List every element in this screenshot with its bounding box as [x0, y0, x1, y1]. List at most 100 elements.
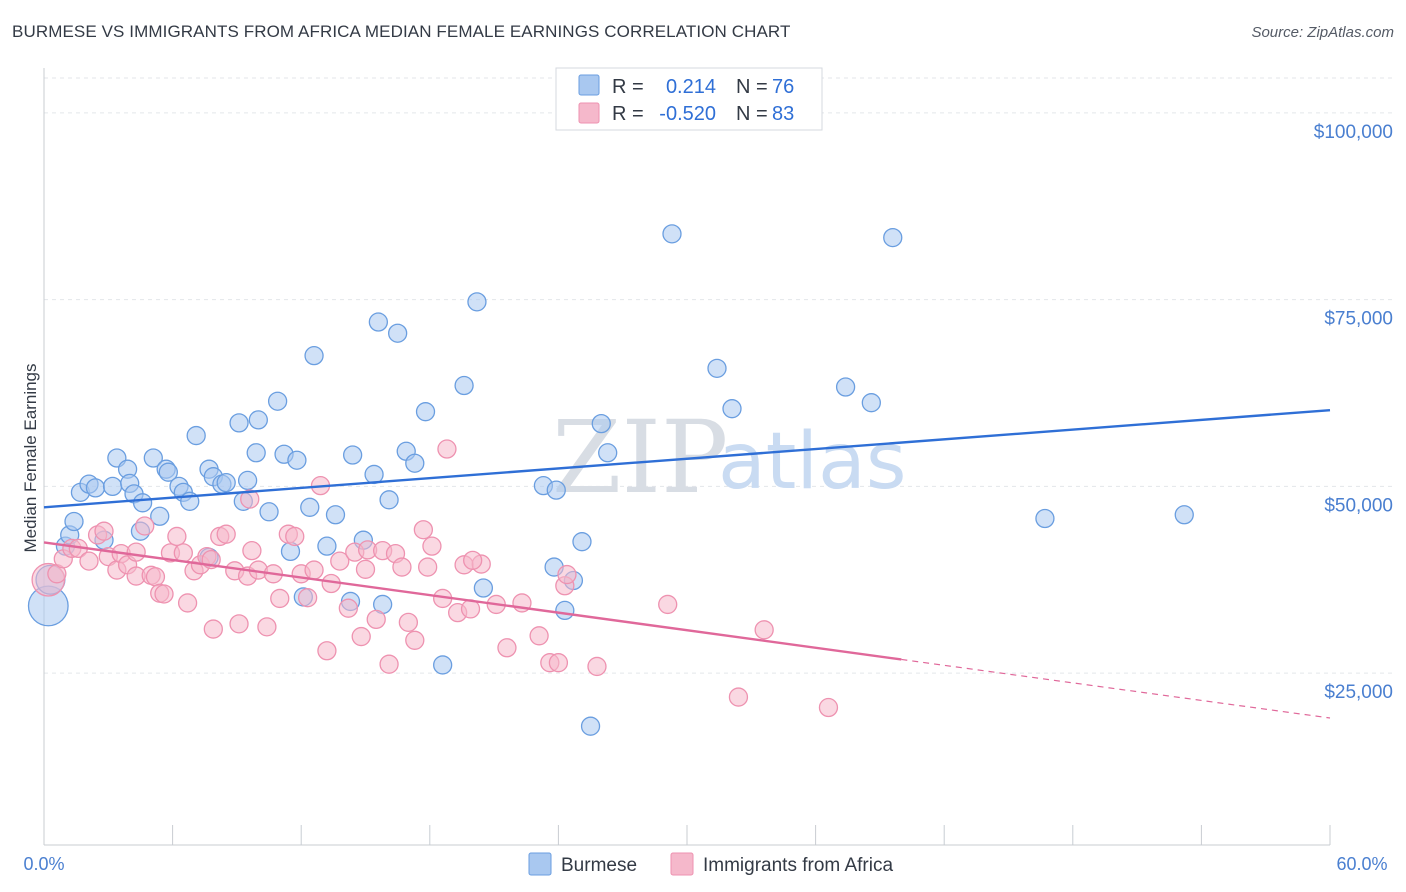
x-tick-label-min: 0.0%: [23, 854, 64, 874]
y-tick-label: $50,000: [1324, 495, 1393, 516]
point-burmese: [473, 578, 494, 598]
point-immigrants-from-africa: [418, 557, 438, 577]
point-immigrants-from-africa: [463, 550, 483, 570]
trend-line-immigrants-from-africa: [43, 541, 1331, 719]
point-immigrants-from-africa: [366, 609, 386, 630]
legend-label-burmese: Burmese: [561, 855, 637, 876]
chart-title: BURMESE VS IMMIGRANTS FROM AFRICA MEDIAN…: [12, 22, 791, 41]
point-burmese: [883, 227, 903, 248]
point-burmese: [342, 445, 363, 465]
legend-n-label: N =: [736, 76, 768, 98]
point-burmese: [368, 312, 389, 332]
point-immigrants-from-africa: [355, 559, 376, 579]
point-burmese: [467, 292, 487, 312]
point-immigrants-from-africa: [270, 588, 290, 609]
legend-n-value: 83: [772, 103, 794, 125]
trend-line-solid: [43, 541, 902, 661]
point-burmese: [287, 450, 307, 470]
point-burmese: [304, 345, 324, 366]
y-tick-label: $75,000: [1324, 309, 1393, 330]
point-immigrants-from-africa: [242, 540, 262, 561]
point-burmese: [158, 462, 178, 482]
point-burmese: [415, 402, 436, 422]
point-burmese: [405, 453, 425, 473]
point-burmese: [132, 493, 153, 513]
point-burmese: [580, 716, 601, 736]
point-immigrants-from-africa: [392, 557, 412, 577]
point-immigrants-from-africa: [338, 598, 359, 618]
point-burmese: [555, 600, 575, 621]
point-burmese: [325, 505, 346, 525]
point-burmese: [433, 655, 453, 675]
point-immigrants-from-africa: [548, 653, 569, 673]
point-burmese: [1174, 505, 1194, 525]
point-burmese: [722, 399, 742, 419]
point-burmese: [707, 358, 727, 378]
point-burmese: [248, 410, 268, 430]
trend-line-solid: [43, 408, 1331, 509]
point-immigrants-from-africa: [216, 524, 236, 544]
y-tick-label: $25,000: [1324, 682, 1393, 703]
point-immigrants-from-africa: [240, 489, 260, 509]
point-burmese: [267, 391, 288, 411]
point-burmese: [572, 532, 592, 552]
point-immigrants-from-africa: [728, 687, 749, 707]
legend-r-value: 0.214: [666, 76, 716, 98]
point-immigrants-from-africa: [126, 542, 146, 562]
point-burmese: [64, 511, 84, 532]
point-immigrants-from-africa: [754, 620, 774, 640]
point-immigrants-from-africa: [437, 439, 457, 459]
point-immigrants-from-africa: [154, 584, 174, 604]
correlation-legend: R = 0.214 N = 76 R = -0.520 N = 83: [555, 67, 823, 131]
point-immigrants-from-africa: [398, 612, 419, 633]
point-immigrants-from-africa: [94, 521, 114, 541]
point-burmese: [300, 497, 320, 517]
point-immigrants-from-africa: [203, 619, 223, 639]
y-axis-label: Median Female Earnings: [21, 364, 40, 553]
point-burmese: [835, 377, 856, 397]
legend-swatch-burmese: [578, 74, 600, 96]
point-burmese: [1035, 508, 1055, 529]
legend-r-label: R =: [612, 76, 644, 98]
point-burmese: [379, 490, 399, 510]
point-burmese: [246, 443, 266, 463]
legend-r-label: R =: [612, 103, 644, 125]
legend-swatch-immigrants-from-africa: [670, 852, 694, 876]
point-burmese: [143, 448, 163, 468]
point-burmese: [454, 375, 474, 396]
point-immigrants-from-africa: [177, 593, 198, 613]
point-immigrants-from-africa: [285, 526, 305, 547]
point-burmese: [216, 472, 236, 493]
point-immigrants-from-africa: [145, 567, 166, 587]
trend-line-dashed: [901, 658, 1331, 719]
point-immigrants-from-africa: [529, 626, 549, 646]
point-immigrants-from-africa: [297, 588, 318, 608]
point-burmese: [229, 413, 249, 433]
point-burmese: [546, 480, 566, 500]
legend-r-value: -0.520: [659, 103, 716, 125]
point-burmese: [861, 393, 881, 413]
axes: [43, 68, 1331, 846]
point-immigrants-from-africa: [557, 564, 577, 585]
source-credit: Source: ZipAtlas.com: [1251, 24, 1394, 41]
y-tick-labels: $25,000 $50,000 $75,000 $100,000: [1314, 122, 1393, 703]
x-tick-marks: [172, 825, 1331, 845]
point-burmese: [387, 323, 408, 343]
point-immigrants-from-africa: [818, 697, 839, 718]
point-immigrants-from-africa: [379, 654, 399, 674]
point-immigrants-from-africa: [330, 551, 350, 571]
legend-n-label: N =: [736, 103, 768, 125]
legend-swatch-burmese: [528, 852, 552, 876]
point-immigrants-from-africa: [229, 614, 249, 634]
point-immigrants-from-africa: [351, 626, 371, 647]
watermark-atlas: atlas: [718, 417, 907, 507]
point-immigrants-from-africa: [79, 551, 99, 571]
point-immigrants-from-africa: [317, 641, 337, 661]
trend-line-burmese: [43, 408, 1331, 509]
legend-label-immigrants-from-africa: Immigrants from Africa: [703, 855, 893, 876]
legend-n-value: 76: [772, 76, 794, 98]
point-immigrants-from-africa: [587, 656, 607, 677]
point-burmese: [317, 536, 337, 556]
point-immigrants-from-africa: [405, 630, 425, 650]
point-burmese: [237, 470, 258, 491]
